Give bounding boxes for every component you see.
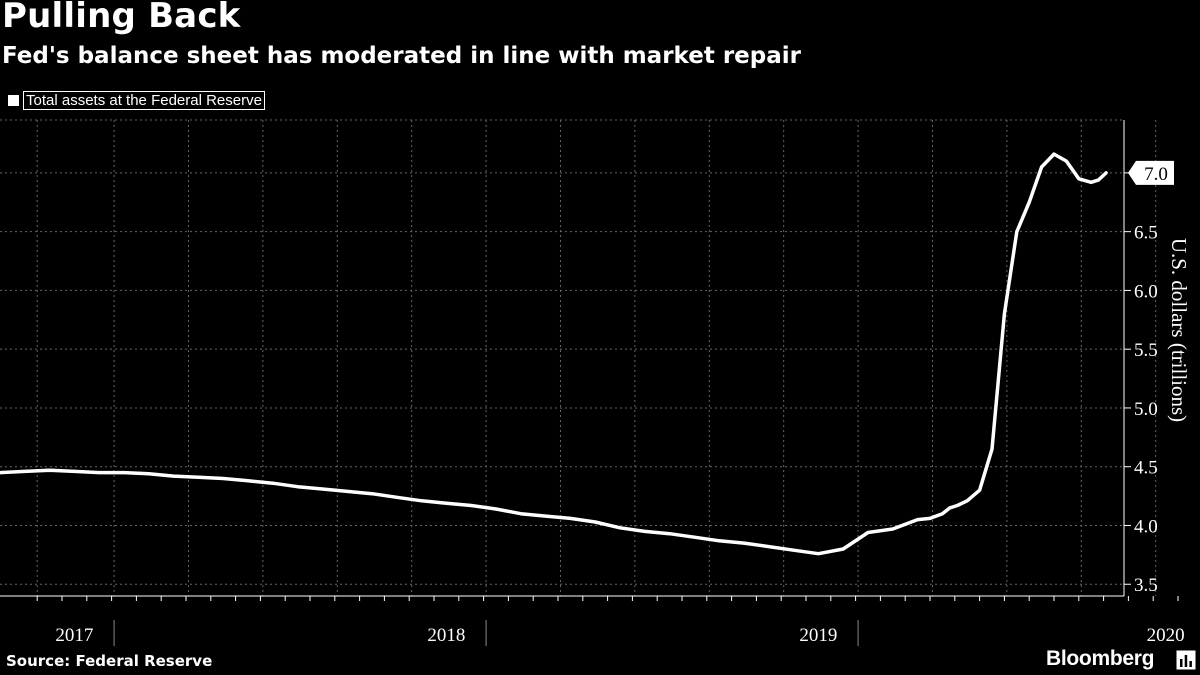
source-note: Source: Federal Reserve [6, 652, 213, 670]
axis-labels: 3.5 4.0 4.5 5.0 5.5 6.0 6.5 2017 2018 2019 2020 7.0… [55, 160, 1191, 646]
legend-swatch [8, 94, 19, 106]
last-value-label: 7.0 [1144, 164, 1168, 185]
y-tick-label: 6.0 [1134, 281, 1158, 302]
x-year-label: 2019 [799, 625, 837, 646]
last-value-marker [1128, 160, 1174, 185]
chart-subtitle: Fed's balance sheet has moderated in lin… [2, 43, 801, 69]
y-tick-label: 5.5 [1134, 340, 1158, 361]
y-tick-label: 4.0 [1134, 516, 1158, 537]
axes [0, 120, 1179, 646]
series [0, 152, 1108, 556]
x-year-label: 2020 [1147, 625, 1185, 646]
x-year-label: 2018 [427, 625, 465, 646]
gridlines [0, 119, 1157, 596]
y-tick-label: 3.5 [1134, 575, 1158, 596]
y-tick-label: 6.5 [1134, 223, 1158, 244]
y-tick-label: 5.0 [1134, 399, 1158, 420]
bloomberg-logo: Bloomberg [1046, 647, 1155, 670]
y-axis-title: U.S. dollars (trillions) [1167, 238, 1191, 422]
x-year-label: 2017 [55, 625, 93, 646]
legend: Total assets at the Federal Reserve [8, 90, 265, 110]
legend-label: Total assets at the Federal Reserve [23, 90, 265, 110]
chart-title: Pulling Back [2, 0, 241, 36]
terminal-icon [1176, 650, 1196, 670]
series-line-total-assets [0, 152, 1108, 556]
y-tick-label: 4.5 [1134, 458, 1158, 479]
